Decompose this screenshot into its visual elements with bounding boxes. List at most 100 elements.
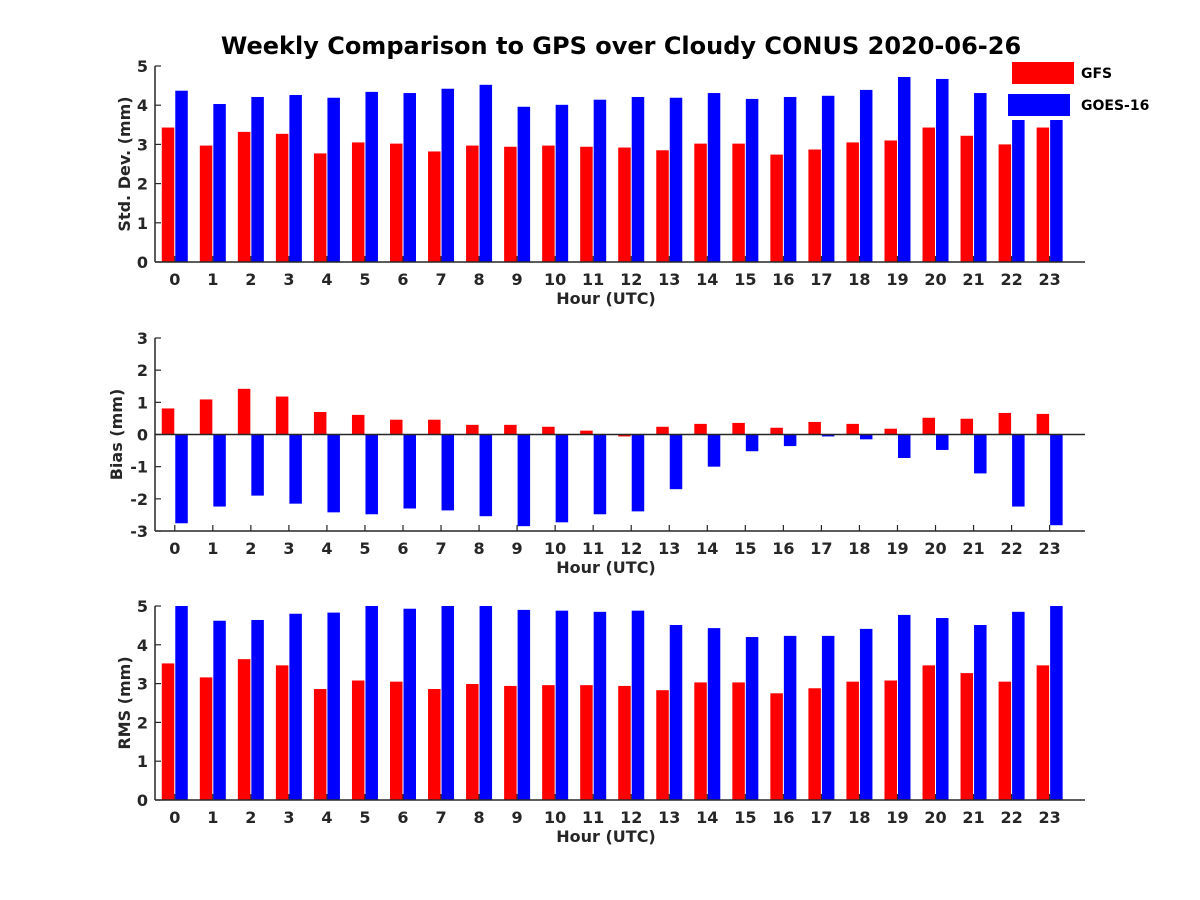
- x-tick-label: 20: [924, 270, 946, 289]
- bar-goes-16-hour-7: [441, 88, 455, 263]
- bar-gfs-hour-11: [580, 146, 593, 262]
- bar-gfs-hour-22: [998, 681, 1012, 800]
- bar-goes-16-hour-5: [365, 91, 378, 263]
- bar-goes-16-hour-6: [403, 608, 416, 800]
- y-axis-label: RMS (mm): [115, 656, 134, 749]
- bar-goes-16-hour-18: [859, 434, 873, 440]
- x-tick-label: 17: [810, 539, 832, 558]
- bar-gfs-hour-1: [199, 677, 213, 800]
- x-tick-label: 23: [1038, 539, 1060, 558]
- bar-goes-16-hour-22: [1012, 73, 1025, 262]
- bar-gfs-hour-12: [618, 685, 631, 800]
- bar-gfs-hour-6: [390, 681, 403, 800]
- bar-gfs-hour-15: [732, 422, 745, 435]
- y-tick-label: 1: [137, 214, 148, 233]
- bar-goes-16-hour-23: [1050, 606, 1063, 800]
- x-tick-label: 11: [582, 270, 604, 289]
- x-tick-label: 10: [544, 270, 566, 289]
- legend-item-goes-16: GOES-16: [1008, 94, 1149, 116]
- bar-goes-16-hour-7: [441, 434, 455, 511]
- bar-goes-16-hour-1: [213, 620, 226, 800]
- bar-gfs-hour-0: [161, 127, 175, 262]
- y-tick-label: 1: [137, 752, 148, 771]
- y-tick-label: -1: [130, 458, 148, 477]
- bar-goes-16-hour-0: [175, 606, 188, 800]
- y-tick-label: 1: [137, 393, 148, 412]
- bar-gfs-hour-15: [732, 143, 745, 262]
- bar-gfs-hour-11: [580, 430, 593, 435]
- bar-goes-16-hour-10: [555, 104, 569, 262]
- bar-gfs-hour-19: [884, 428, 897, 435]
- y-tick-label: 3: [137, 675, 148, 694]
- bar-goes-16-hour-16: [783, 96, 797, 262]
- bar-goes-16-hour-18: [859, 89, 873, 262]
- bar-gfs-hour-15: [732, 682, 745, 800]
- bar-goes-16-hour-2: [251, 434, 264, 496]
- bar-goes-16-hour-22: [1012, 611, 1025, 800]
- x-tick-label: 16: [772, 270, 794, 289]
- bar-gfs-hour-16: [770, 427, 783, 435]
- x-tick-label: 6: [397, 539, 408, 558]
- bar-goes-16-hour-23: [1050, 73, 1063, 262]
- x-tick-label: 10: [544, 808, 566, 827]
- x-tick-label: 18: [848, 808, 870, 827]
- bar-gfs-hour-16: [770, 693, 783, 800]
- x-tick-label: 14: [696, 808, 718, 827]
- bar-gfs-hour-17: [808, 421, 821, 435]
- bar-goes-16-hour-15: [745, 637, 759, 800]
- bar-goes-16-hour-2: [251, 96, 264, 262]
- x-tick-label: 22: [1000, 539, 1022, 558]
- bar-gfs-hour-2: [237, 388, 251, 435]
- x-tick-label: 11: [582, 539, 604, 558]
- bar-goes-16-hour-0: [175, 434, 188, 524]
- bar-gfs-hour-6: [390, 143, 403, 262]
- x-tick-label: 12: [620, 270, 642, 289]
- bar-goes-16-hour-2: [251, 619, 264, 800]
- bar-goes-16-hour-14: [707, 628, 721, 800]
- bar-goes-16-hour-13: [669, 434, 683, 490]
- y-tick-label: 3: [137, 135, 148, 154]
- x-tick-label: 8: [474, 270, 485, 289]
- bar-goes-16-hour-13: [669, 625, 683, 800]
- y-axis-label: Bias (mm): [107, 389, 126, 481]
- x-axis-label: Hour (UTC): [556, 289, 656, 308]
- bar-gfs-hour-0: [161, 663, 175, 800]
- legend-label: GOES-16: [1081, 98, 1149, 114]
- x-tick-label: 4: [321, 539, 332, 558]
- x-tick-label: 2: [245, 539, 256, 558]
- x-tick-label: 4: [321, 808, 332, 827]
- bar-goes-16-hour-11: [593, 434, 607, 515]
- bar-gfs-hour-4: [313, 153, 327, 262]
- legend-item-gfs: GFS: [1012, 62, 1112, 84]
- bar-goes-16-hour-12: [631, 96, 645, 262]
- bar-gfs-hour-3: [275, 665, 289, 800]
- x-tick-label: 18: [848, 270, 870, 289]
- bar-gfs-hour-11: [580, 685, 593, 800]
- legend-swatch: [1012, 62, 1074, 84]
- bar-gfs-hour-5: [351, 680, 365, 800]
- x-tick-label: 7: [435, 808, 446, 827]
- bar-goes-16-hour-21: [974, 625, 987, 800]
- bar-goes-16-hour-12: [631, 434, 645, 512]
- x-tick-label: 13: [658, 539, 680, 558]
- y-tick-label: 2: [137, 175, 148, 194]
- y-tick-label: 0: [137, 426, 148, 445]
- x-tick-label: 1: [207, 539, 218, 558]
- bar-gfs-hour-7: [428, 689, 441, 800]
- bar-gfs-hour-20: [922, 127, 936, 262]
- x-tick-label: 1: [207, 808, 218, 827]
- bar-goes-16-hour-4: [327, 612, 340, 800]
- bar-goes-16-hour-21: [974, 434, 987, 474]
- x-tick-label: 19: [886, 270, 908, 289]
- bar-gfs-hour-20: [922, 417, 936, 435]
- x-tick-label: 21: [962, 808, 984, 827]
- bar-goes-16-hour-8: [479, 606, 493, 800]
- x-tick-label: 15: [734, 808, 756, 827]
- bar-goes-16-hour-10: [555, 434, 569, 523]
- x-tick-label: 16: [772, 808, 794, 827]
- legend-label: GFS: [1081, 66, 1112, 82]
- bar-goes-16-hour-22: [1012, 434, 1025, 507]
- bar-gfs-hour-17: [808, 149, 821, 262]
